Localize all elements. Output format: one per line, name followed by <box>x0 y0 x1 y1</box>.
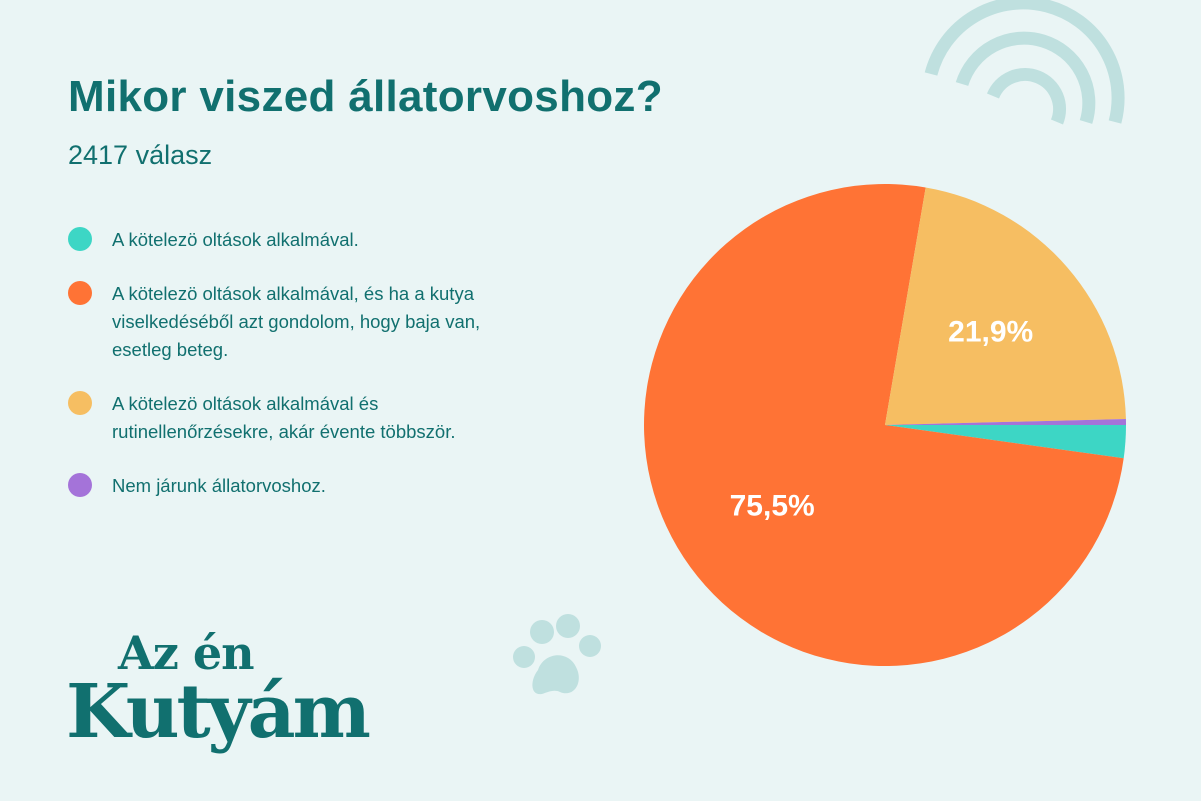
legend-swatch-icon <box>68 473 92 497</box>
chart-legend: A kötelezö oltások alkalmával. A kötelez… <box>68 226 568 526</box>
legend-label: A kötelezö oltások alkalmával és rutinel… <box>112 393 456 442</box>
pie-chart: 75,5% 21,9% <box>644 183 1126 666</box>
legend-item: A kötelezö oltások alkalmával. <box>68 226 568 254</box>
legend-swatch-icon <box>68 227 92 251</box>
pie-slice <box>885 418 1126 425</box>
pie-data-label: 75,5% <box>730 489 815 522</box>
legend-label: A kötelezö oltások alkalmával. <box>112 229 359 250</box>
rainbow-decoration-icon <box>924 0 1125 125</box>
chart-title: Mikor viszed állatorvoshoz? <box>68 72 663 121</box>
legend-label: A kötelezö oltások alkalmával, és ha a k… <box>112 283 481 360</box>
legend-item: Nem járunk állatorvoshoz. <box>68 472 568 500</box>
logo-line-1: Az én <box>118 626 255 680</box>
pie-data-label: 21,9% <box>948 315 1033 348</box>
logo-line-2: Kutyám <box>66 669 371 755</box>
pie-slice <box>644 183 1124 666</box>
legend-swatch-icon <box>68 281 92 305</box>
brand-logo: Az én Kutyám <box>66 626 371 755</box>
legend-label: Nem járunk állatorvoshoz. <box>112 475 326 496</box>
pie-slice <box>885 425 1126 459</box>
paw-print-icon <box>513 614 601 695</box>
legend-item: A kötelezö oltások alkalmával, és ha a k… <box>68 280 568 364</box>
legend-swatch-icon <box>68 391 92 415</box>
legend-item: A kötelezö oltások alkalmával és rutinel… <box>68 390 568 446</box>
pie-slice <box>885 187 1126 425</box>
response-count: 2417 válasz <box>68 140 213 170</box>
